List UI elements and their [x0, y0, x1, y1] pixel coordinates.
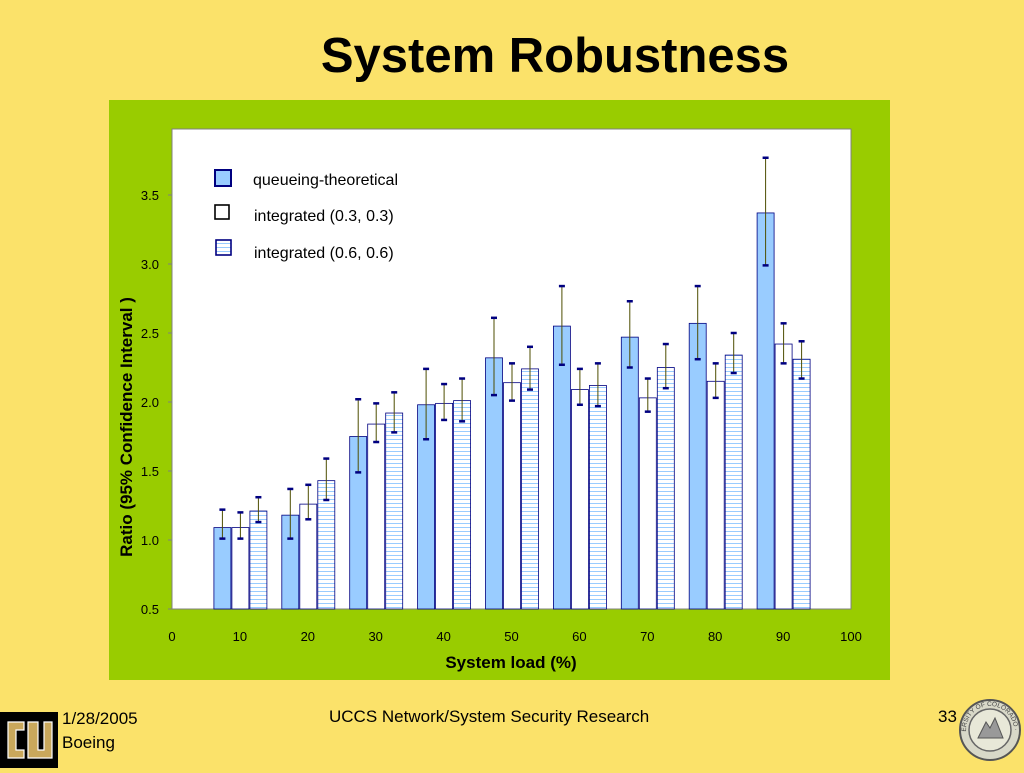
bar	[620, 336, 639, 610]
footer-left: 1/28/2005 Boeing	[62, 707, 138, 755]
x-tick-label: 50	[504, 629, 518, 644]
y-tick-label: 3.0	[141, 257, 159, 272]
bar	[552, 325, 571, 610]
x-tick-label: 70	[640, 629, 654, 644]
x-tick-label: 30	[368, 629, 382, 644]
bar	[503, 382, 521, 610]
legend-label-queueing: queueing-theoretical	[253, 172, 398, 189]
footer-org: Boeing	[62, 733, 115, 752]
x-tick-label: 90	[776, 629, 790, 644]
bar	[656, 367, 675, 610]
axes-layer: 0.5 1.0 1.5 2.0 2.5 3.0 3.5 0 10 20 30 40 50 60 70 80 90…	[141, 188, 862, 644]
chart-panel: 0.5 1.0 1.5 2.0 2.5 3.0 3.5 0 10 20 30 40 50 60 70 80 90…	[109, 100, 890, 680]
bar	[435, 402, 454, 610]
y-tick-label: 1.0	[141, 533, 159, 548]
y-tick-label: 3.5	[141, 188, 159, 203]
y-tick-label: 0.5	[141, 602, 159, 617]
footer-center: UCCS Network/System Security Research	[329, 707, 650, 726]
bars-layer	[213, 156, 811, 610]
x-tick-label: 40	[436, 629, 450, 644]
y-tick-label: 1.5	[141, 464, 159, 479]
legend-swatch-queueing	[214, 169, 232, 187]
x-tick-label: 100	[840, 629, 862, 644]
bar	[249, 510, 268, 610]
bar	[792, 358, 811, 610]
bar	[385, 412, 404, 610]
legend-swatch-integrated-03	[214, 204, 230, 220]
legend: queueing-theoretical integrated (0.3, 0.…	[214, 169, 398, 262]
bar	[706, 380, 725, 610]
bar	[367, 423, 386, 610]
bar	[570, 389, 589, 610]
university-seal: UNIVERSITY OF COLORADO · 1876	[956, 693, 1022, 762]
bar	[756, 212, 775, 610]
legend-swatch-integrated-06	[215, 239, 232, 256]
footer-date: 1/28/2005	[62, 709, 138, 728]
x-tick-label: 0	[168, 629, 175, 644]
bar	[724, 354, 743, 610]
y-tick-label: 2.0	[141, 395, 159, 410]
bar	[588, 385, 607, 610]
legend-label-integrated-06: integrated (0.6, 0.6)	[254, 245, 394, 262]
legend-label-integrated-03: integrated (0.3, 0.3)	[254, 208, 394, 225]
bar	[638, 397, 657, 610]
bar	[521, 368, 539, 610]
y-tick-label: 2.5	[141, 326, 159, 341]
x-tick-label: 60	[572, 629, 586, 644]
bar	[688, 322, 707, 610]
x-tick-label: 20	[301, 629, 315, 644]
x-tick-label: 10	[233, 629, 247, 644]
bar	[453, 400, 472, 610]
x-axis-label: System load (%)	[445, 653, 576, 672]
cu-logo	[0, 712, 58, 768]
y-axis-label: Ratio (95% Confidence Interval )	[117, 297, 136, 557]
bar-chart: 0.5 1.0 1.5 2.0 2.5 3.0 3.5 0 10 20 30 40 50 60 70 80 90…	[117, 128, 862, 672]
x-tick-label: 80	[708, 629, 722, 644]
page-number: 33	[938, 707, 957, 726]
bar	[774, 343, 793, 610]
slide-title: System Robustness	[320, 29, 790, 83]
